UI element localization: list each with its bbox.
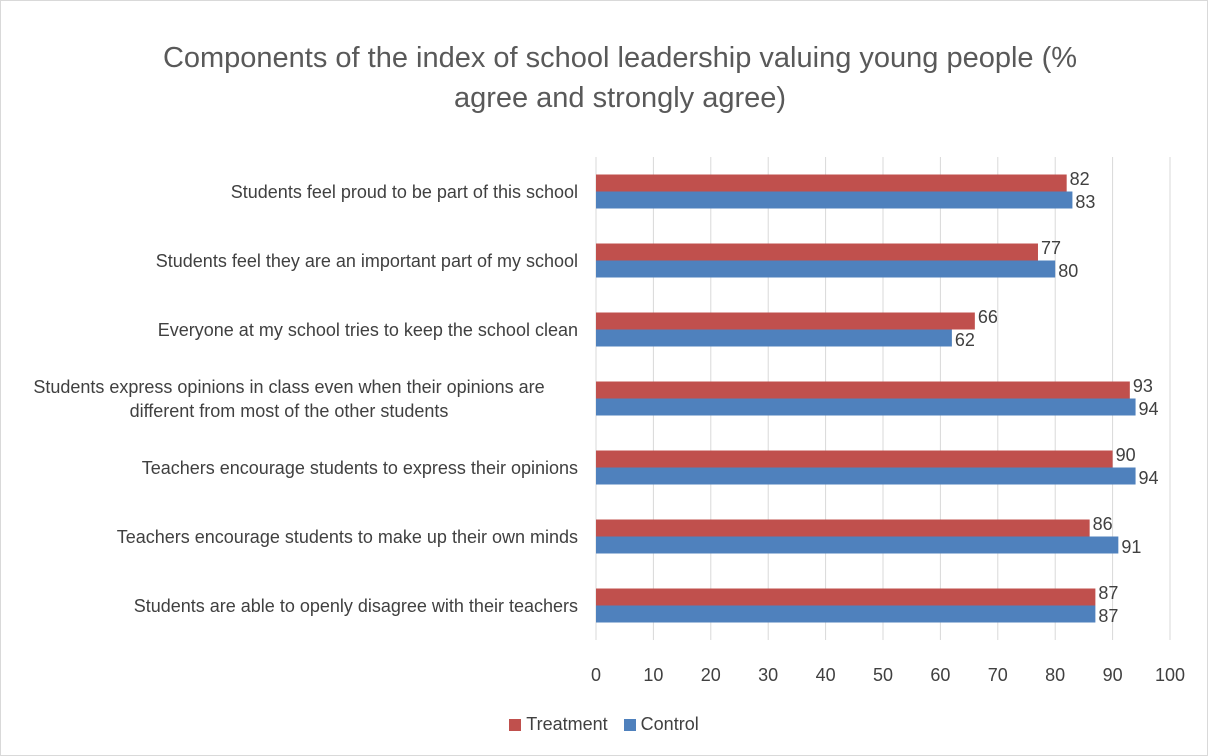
- value-label: 87: [1098, 606, 1118, 626]
- bar: [596, 312, 975, 330]
- x-tick-label: 50: [873, 665, 893, 685]
- bar: [596, 450, 1113, 468]
- bar: [596, 519, 1090, 537]
- value-label: 94: [1139, 468, 1159, 488]
- category-text: Teachers encourage students to make up t…: [116, 526, 578, 547]
- category-text: Students express opinions in class even …: [33, 376, 545, 421]
- legend-swatch: [623, 718, 636, 731]
- bar: [596, 381, 1130, 399]
- category-label: Teachers encourage students to express t…: [0, 456, 578, 480]
- value-label: 77: [1041, 238, 1061, 258]
- category-text: Students feel they are an important part…: [155, 250, 578, 271]
- category-label: Teachers encourage students to make up t…: [0, 525, 578, 549]
- legend-label: Treatment: [526, 714, 608, 734]
- value-label: 87: [1098, 583, 1118, 603]
- x-tick-label: 100: [1155, 665, 1185, 685]
- bar: [596, 174, 1067, 192]
- category-text: Students feel proud to be part of this s…: [230, 181, 578, 202]
- category-text: Teachers encourage students to express t…: [141, 457, 578, 478]
- legend: Treatment Control: [0, 714, 1208, 736]
- x-tick-label: 20: [701, 665, 721, 685]
- bar: [596, 191, 1073, 209]
- bar: [596, 588, 1096, 606]
- value-label: 80: [1058, 261, 1078, 281]
- x-tick-label: 30: [758, 665, 778, 685]
- x-tick-label: 80: [1045, 665, 1065, 685]
- value-label: 83: [1075, 192, 1095, 212]
- x-tick-label: 0: [591, 665, 601, 685]
- category-label: Everyone at my school tries to keep the …: [0, 318, 578, 342]
- legend-item: Control: [623, 714, 699, 735]
- category-text: Everyone at my school tries to keep the …: [157, 319, 578, 340]
- bar: [596, 260, 1056, 278]
- x-tick-label: 10: [643, 665, 663, 685]
- x-tick-label: 40: [816, 665, 836, 685]
- chart-title: Components of the index of school leader…: [162, 42, 1078, 114]
- category-text: Students are able to openly disagree wit…: [133, 595, 578, 616]
- legend-swatch: [509, 718, 522, 731]
- value-label: 86: [1093, 514, 1113, 534]
- legend-label: Control: [640, 714, 699, 734]
- value-label: 93: [1133, 376, 1153, 396]
- bar: [596, 329, 952, 347]
- category-label: Students feel they are an important part…: [0, 249, 578, 273]
- x-tick-label: 60: [930, 665, 950, 685]
- category-label: Students are able to openly disagree wit…: [0, 594, 578, 618]
- value-label: 66: [978, 307, 998, 327]
- value-label: 94: [1139, 399, 1159, 419]
- value-label: 91: [1121, 537, 1141, 557]
- category-label: Students express opinions in class even …: [0, 375, 578, 423]
- x-tick-label: 90: [1103, 665, 1123, 685]
- bar: [596, 605, 1096, 623]
- value-label: 82: [1070, 169, 1090, 189]
- bar: [596, 536, 1119, 554]
- value-label: 62: [955, 330, 975, 350]
- x-tick-label: 70: [988, 665, 1008, 685]
- category-label: Students feel proud to be part of this s…: [0, 180, 578, 204]
- bar: [596, 398, 1136, 416]
- bar: [596, 243, 1038, 261]
- bar: [596, 467, 1136, 485]
- legend-item: Treatment: [509, 714, 608, 735]
- value-label: 90: [1116, 445, 1136, 465]
